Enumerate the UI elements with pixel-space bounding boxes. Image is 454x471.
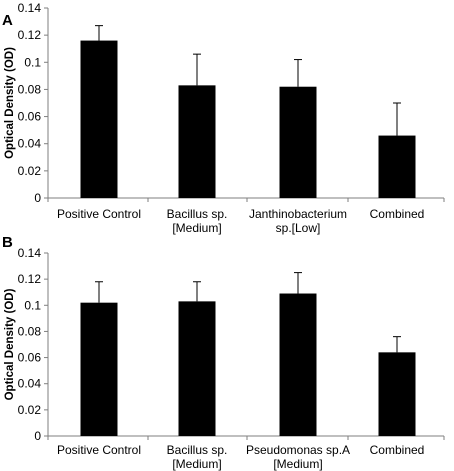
y-tick-label: 0.08 (18, 324, 42, 338)
chart-panel-b: B Optical Density (OD) 0 0.02 0.04 0.06 0.08 0.… (2, 234, 445, 471)
y-tick-label: 0.12 (18, 28, 42, 42)
bar (178, 85, 216, 198)
y-tick-label: 0.02 (18, 403, 42, 417)
category-label-line: Combined (370, 443, 425, 457)
panel-label: B (2, 234, 13, 251)
chart-panel-a: A Optical Density (OD) 0 0.02 0.04 0.06 0.08 0.… (2, 1, 445, 235)
y-tick-label: 0.1 (24, 298, 41, 312)
y-tick-label: 0 (34, 191, 41, 205)
y-tick-label: 0.04 (18, 377, 42, 391)
category-label-line: sp.[Low] (276, 221, 321, 235)
y-tick-label: 0.1 (24, 55, 41, 69)
y-axis-label: Optical Density (OD) (4, 288, 16, 400)
y-tick-label: 0.14 (18, 1, 42, 15)
y-tick-label: 0 (34, 429, 41, 443)
category-label: Bacillus sp. [Medium] (167, 207, 228, 235)
bar (178, 301, 216, 436)
category-label-line: Positive Control (57, 207, 141, 221)
y-tick-label: 0.08 (18, 82, 42, 96)
category-label-line: [Medium] (273, 457, 322, 471)
bar (80, 40, 118, 199)
category-label-line: Pseudomonas sp.A (246, 443, 350, 457)
category-label: Combined (370, 207, 425, 221)
category-label: Positive Control (57, 207, 141, 221)
category-label: Positive Control (57, 443, 141, 457)
y-tick-label: 0.04 (18, 137, 42, 151)
bar (279, 86, 317, 198)
category-label-line: Bacillus sp. (167, 443, 228, 457)
bar (80, 302, 118, 436)
y-tick-label: 0.12 (18, 272, 42, 286)
bar (378, 352, 416, 436)
y-tick-label: 0.06 (18, 351, 42, 365)
category-label: Pseudomonas sp.A [Medium] (246, 443, 350, 471)
bar (378, 135, 416, 198)
category-label-line: Janthinobacterium (249, 207, 347, 221)
category-label-line: Combined (370, 207, 425, 221)
panel-label: A (2, 12, 13, 29)
category-label: Combined (370, 443, 425, 457)
category-label: Bacillus sp. [Medium] (167, 443, 228, 471)
category-label-line: [Medium] (172, 457, 221, 471)
category-label: Janthinobacterium sp.[Low] (249, 207, 347, 235)
category-label-line: [Medium] (172, 221, 221, 235)
category-label-line: Bacillus sp. (167, 207, 228, 221)
y-tick-label: 0.02 (18, 164, 42, 178)
y-axis-label: Optical Density (OD) (4, 47, 16, 159)
y-tick-label: 0.14 (18, 246, 42, 260)
bar (279, 293, 317, 436)
category-label-line: Positive Control (57, 443, 141, 457)
y-tick-label: 0.06 (18, 110, 42, 124)
